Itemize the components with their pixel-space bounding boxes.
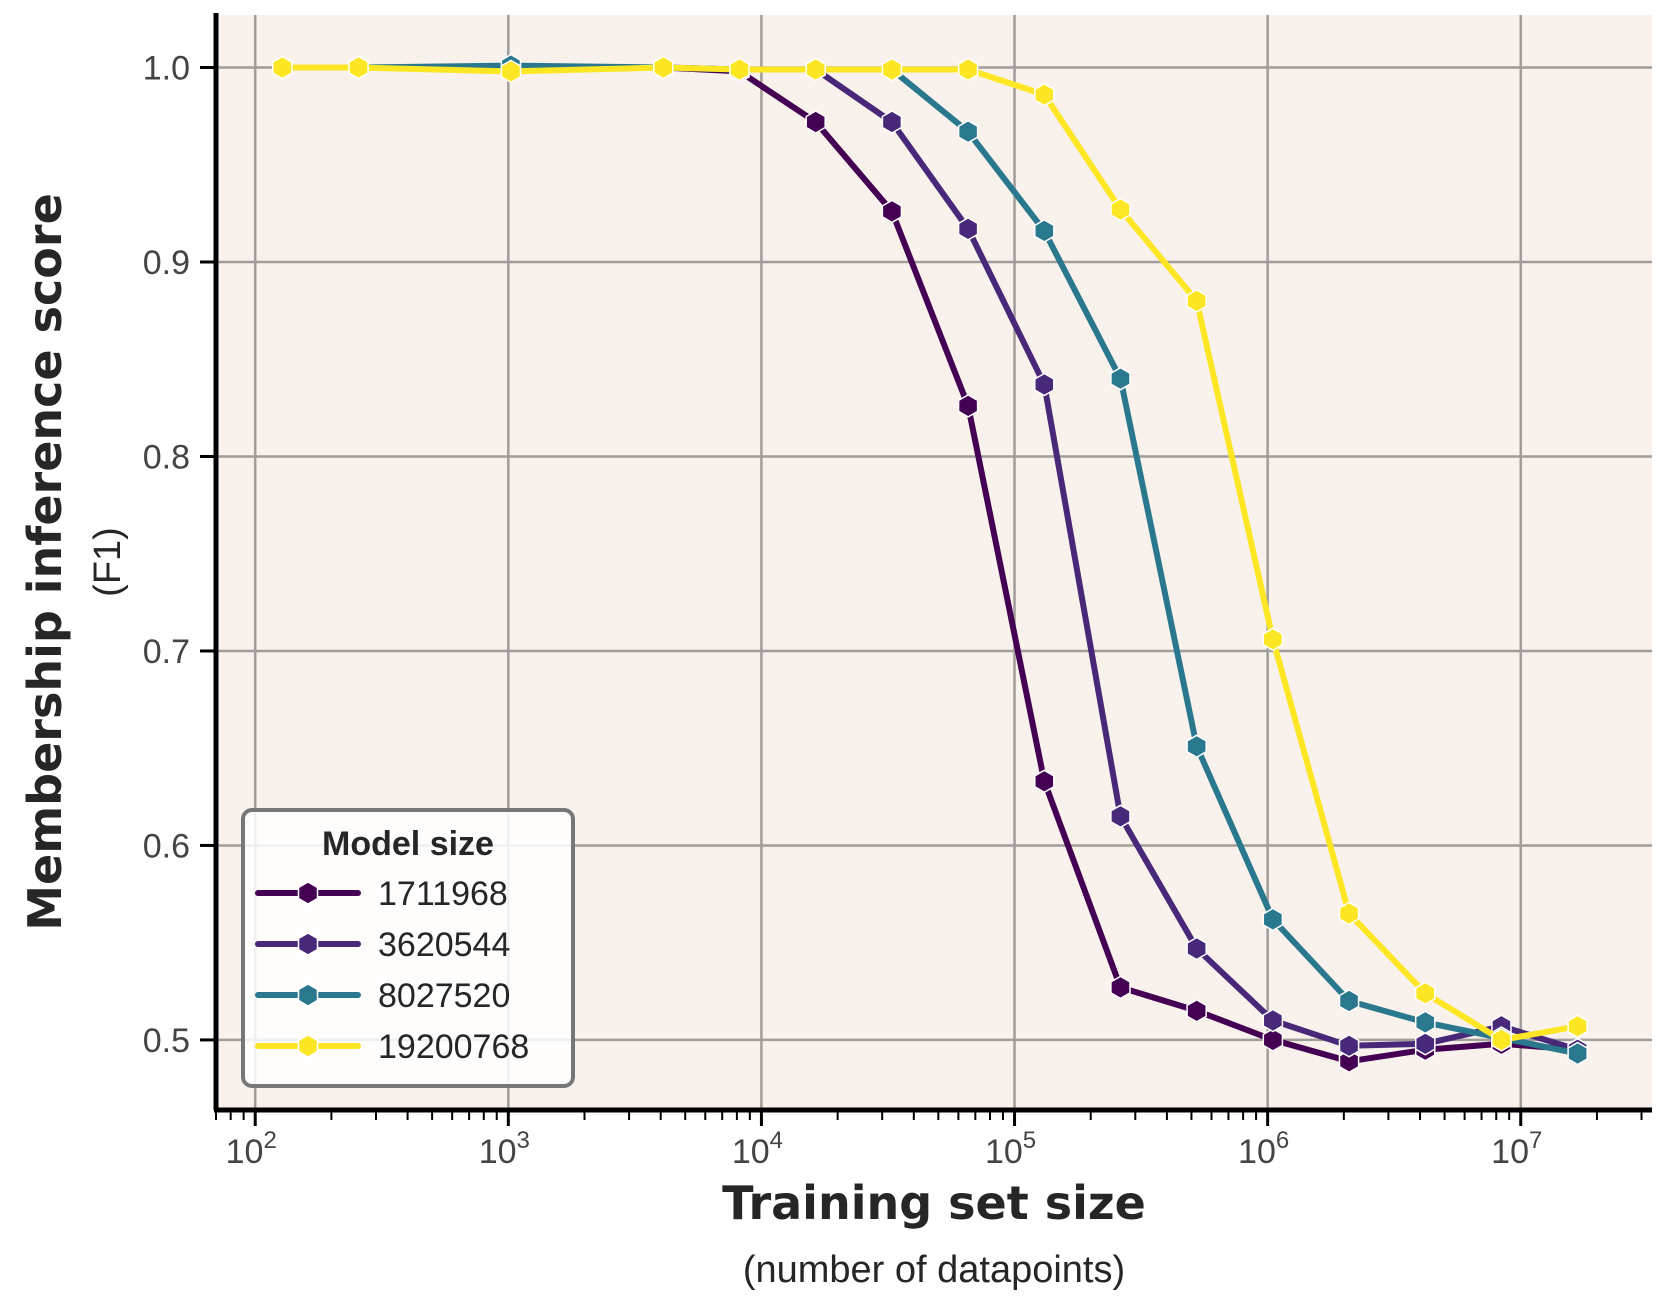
series-19200768	[272, 55, 1588, 1052]
series-line	[279, 64, 1581, 1043]
legend-item: 19200768	[255, 1028, 529, 1066]
y-tick-label: 0.7	[143, 633, 190, 671]
data-point	[1338, 901, 1360, 926]
x-tick-label: 102	[226, 1127, 277, 1171]
legend-label: 8027520	[378, 977, 510, 1015]
data-point	[881, 199, 903, 224]
data-point	[1186, 289, 1207, 313]
y-axis-subtitle: (F1)	[87, 527, 129, 597]
series-layer	[272, 53, 1588, 1074]
data-point	[1414, 1031, 1436, 1056]
legend-title: Model size	[322, 825, 494, 863]
data-point	[1262, 1028, 1284, 1052]
data-point	[805, 57, 826, 82]
x-axis-ticks: 102 103 104 105 106 107	[226, 1110, 1542, 1171]
legend-swatch-marker	[297, 881, 319, 905]
legend-swatch-marker	[297, 1034, 319, 1058]
data-point	[348, 55, 369, 80]
legend-label: 1711968	[378, 875, 508, 913]
x-axis-subtitle: (number of datapoints)	[743, 1249, 1125, 1291]
data-point	[957, 57, 979, 82]
y-axis-title: Membership inference score	[18, 193, 72, 931]
data-point	[1567, 1041, 1588, 1066]
legend-swatch-marker	[297, 932, 319, 956]
legend-label: 19200768	[378, 1028, 529, 1066]
x-tick-label: 104	[732, 1127, 783, 1171]
data-point	[1338, 1033, 1360, 1058]
x-axis-title: Training set size	[722, 1176, 1146, 1230]
y-axis-ticks: 0.5 0.6 0.7 0.8 0.9 1.0	[143, 50, 216, 1060]
data-point	[957, 394, 979, 418]
data-point	[1110, 804, 1131, 829]
x-tick-label: 105	[985, 1127, 1036, 1171]
data-point	[1034, 219, 1055, 243]
data-point	[1186, 936, 1207, 961]
data-point	[500, 59, 522, 84]
y-tick-label: 0.5	[143, 1022, 190, 1060]
data-point	[1491, 1028, 1512, 1052]
legend-swatch-marker	[297, 983, 319, 1007]
legend-item: 3620544	[255, 926, 510, 964]
legend-item: 8027520	[255, 977, 510, 1015]
y-tick-label: 0.6	[143, 827, 190, 865]
data-point	[1110, 197, 1131, 222]
data-point	[1338, 989, 1360, 1013]
data-point	[881, 110, 903, 134]
data-point	[1414, 1010, 1436, 1035]
legend-item: 1711968	[255, 875, 508, 913]
data-point	[1567, 1014, 1588, 1039]
x-tick-label: 107	[1491, 1127, 1542, 1171]
data-point	[1110, 366, 1131, 391]
data-point	[1186, 998, 1207, 1023]
data-point	[1110, 975, 1131, 1000]
y-tick-label: 0.8	[143, 438, 190, 476]
y-tick-label: 1.0	[143, 50, 190, 88]
data-point	[1262, 1008, 1284, 1033]
legend: Model size 1711968 3620544 8027520 19200768	[241, 808, 575, 1088]
data-point	[1034, 372, 1055, 397]
y-tick-label: 0.9	[143, 244, 190, 282]
data-point	[1262, 907, 1284, 932]
data-point	[272, 55, 293, 80]
data-point	[957, 217, 979, 241]
data-point	[957, 119, 979, 144]
data-point	[1338, 1049, 1360, 1074]
legend-frame	[241, 808, 575, 1088]
data-point	[653, 55, 674, 80]
data-point	[881, 57, 903, 82]
data-point	[1034, 769, 1055, 794]
data-point	[1414, 981, 1436, 1006]
x-tick-label: 106	[1238, 1127, 1289, 1171]
legend-label: 3620544	[378, 926, 510, 964]
x-minor-ticks	[215, 1110, 1643, 1120]
data-point	[729, 57, 750, 82]
data-point	[1186, 734, 1207, 759]
data-point	[1034, 82, 1055, 107]
data-point	[805, 110, 826, 134]
data-point	[1262, 627, 1284, 652]
x-tick-label: 103	[479, 1127, 530, 1171]
